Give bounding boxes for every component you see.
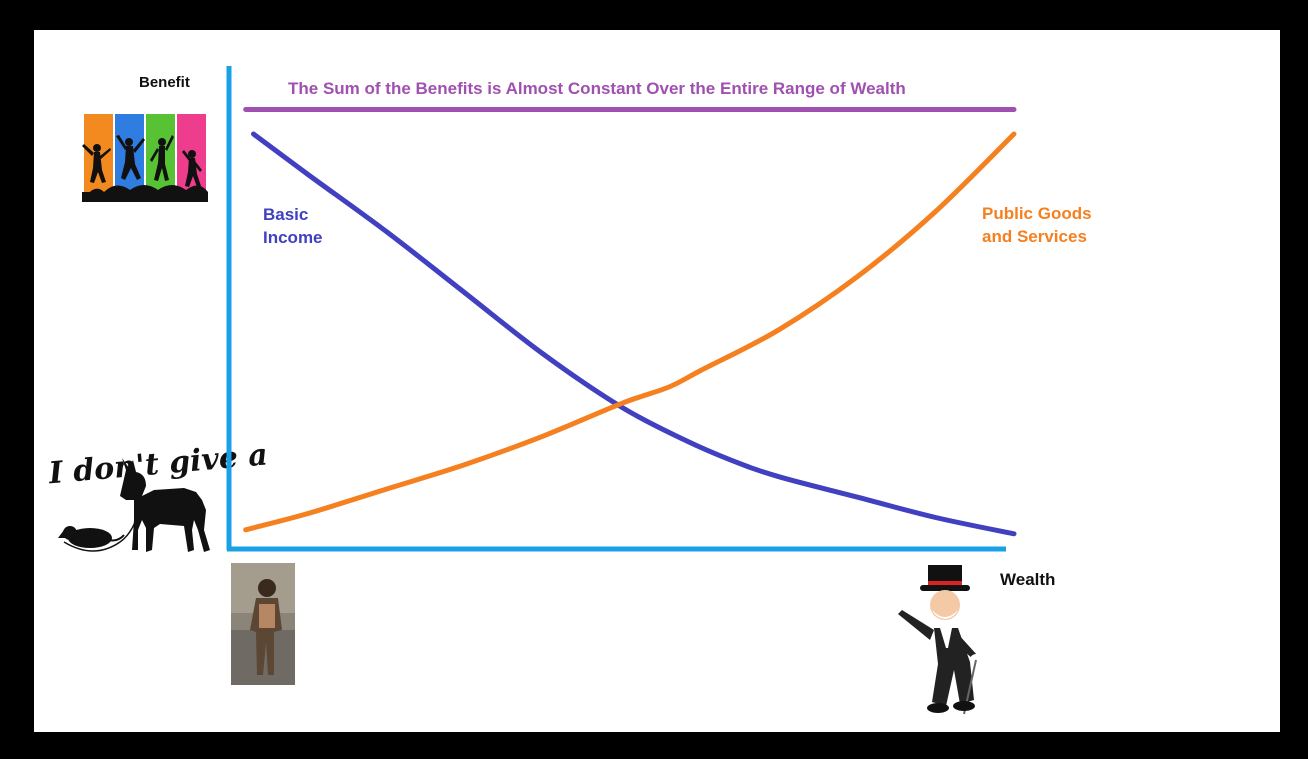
y-axis-label: Benefit xyxy=(139,74,190,91)
series-label-basic-income-line2: Income xyxy=(263,228,323,247)
series-label-public-goods-line2: and Services xyxy=(982,227,1087,246)
rich-mascot-illustration xyxy=(885,565,982,715)
rat-donkey-illustration: I don't give a xyxy=(46,437,269,552)
series-label-public-goods-line1: Public Goods xyxy=(982,204,1092,223)
sum-annotation: The Sum of the Benefits is Almost Consta… xyxy=(288,79,906,98)
series-label-basic-income-line1: Basic xyxy=(263,205,308,224)
x-axis-label: Wealth xyxy=(1000,570,1055,589)
series-label-basic-income: Basic Income xyxy=(263,205,323,247)
series-line-public-goods xyxy=(243,131,1017,533)
chart-frame: Benefit I don't give a xyxy=(34,30,1280,732)
pun-caption: I don't give a xyxy=(46,437,269,491)
dancing-people-illustration xyxy=(82,114,208,202)
series-label-public-goods: Public Goods and Services xyxy=(982,204,1096,246)
child-photo-illustration xyxy=(231,563,295,685)
series-line-basic-income xyxy=(251,131,1017,537)
chart-svg: Benefit I don't give a xyxy=(46,66,1096,715)
